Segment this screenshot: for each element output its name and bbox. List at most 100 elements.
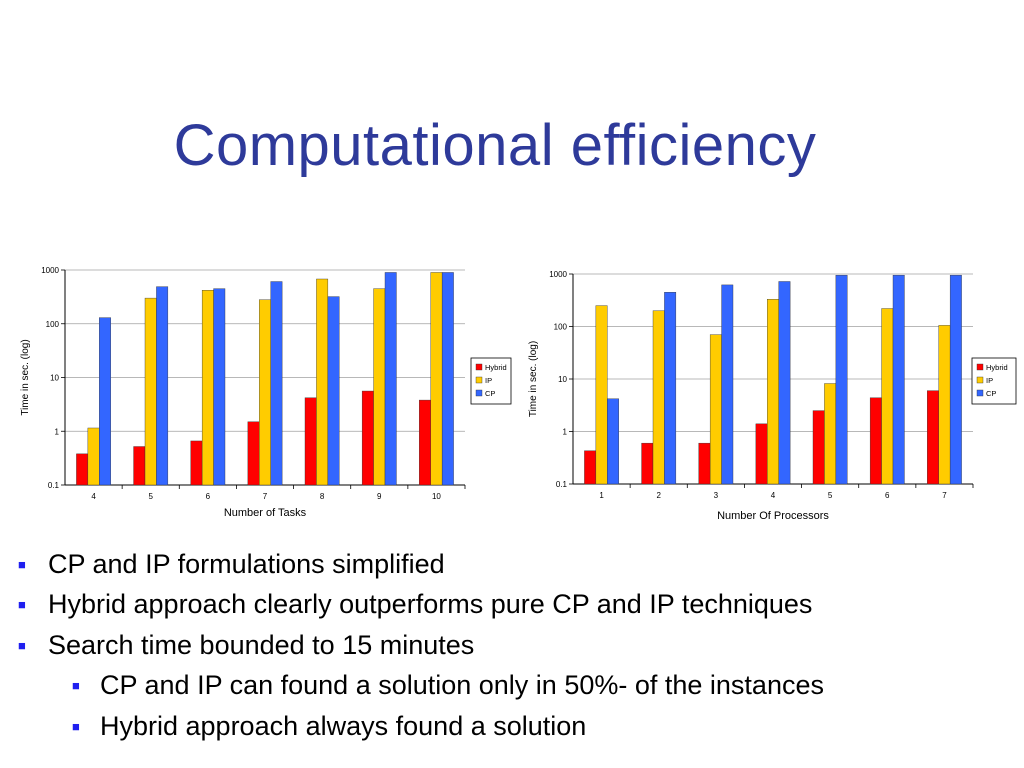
bullet-text: Hybrid approach clearly outperforms pure… bbox=[48, 589, 813, 620]
y-tick-label: 0.1 bbox=[556, 480, 568, 489]
chart-processors: 0.1 1 10 100 1000 1 2 3 4 5 6 7 Number Of Processors… bbox=[516, 262, 1022, 526]
bullet-list: ■ CP and IP formulations simplified ■ Hy… bbox=[18, 544, 1018, 747]
bar-hybrid bbox=[698, 442, 711, 485]
bar-cp bbox=[664, 292, 677, 485]
legend-label: IP bbox=[485, 376, 492, 385]
bar-cp bbox=[721, 284, 734, 485]
bullet-text: Hybrid approach always found a solution bbox=[100, 710, 587, 741]
legend-label: Hybrid bbox=[986, 363, 1008, 372]
x-tick-label: 5 bbox=[148, 492, 153, 501]
chart-tasks-svg: 0.1 1 10 100 1000 4 5 6 7 8 9 10 Number of Tasks Time… bbox=[20, 266, 512, 519]
x-tick-label: 9 bbox=[377, 492, 382, 501]
bar-hybrid bbox=[419, 399, 431, 486]
bar-ip bbox=[87, 427, 100, 486]
bar-hybrid bbox=[927, 390, 939, 485]
bullet-text: Search time bounded to 15 minutes bbox=[48, 629, 475, 660]
legend-swatch bbox=[976, 376, 984, 384]
legend-swatch bbox=[475, 376, 483, 384]
legend-swatch bbox=[475, 363, 483, 371]
bar-hybrid bbox=[133, 446, 146, 486]
bar-ip bbox=[595, 305, 608, 485]
slide-title: Computational efficiency bbox=[173, 113, 817, 178]
bar-hybrid bbox=[812, 410, 825, 485]
bullet-text: CP and IP can found a solution only in 5… bbox=[100, 670, 824, 701]
bar-ip bbox=[881, 308, 894, 485]
bar-cp bbox=[156, 286, 169, 486]
bullet-item: ■ Search time bounded to 15 minutes bbox=[18, 625, 1018, 666]
x-axis-label: Number of Tasks bbox=[224, 507, 307, 519]
bar-hybrid bbox=[361, 390, 374, 486]
sub-bullet-item: ■ Hybrid approach always found a solutio… bbox=[18, 706, 1018, 747]
bar-cp bbox=[607, 398, 619, 485]
bar-cp bbox=[835, 274, 848, 485]
x-axis-label: Number Of Processors bbox=[717, 510, 829, 522]
bar-hybrid bbox=[641, 442, 654, 485]
bar-cp bbox=[892, 274, 905, 485]
bar-ip bbox=[430, 272, 443, 486]
x-tick-label: 5 bbox=[828, 491, 833, 500]
x-tick-label: 7 bbox=[263, 492, 268, 501]
bar-ip bbox=[201, 290, 214, 486]
y-axis-label: Time in sec. (log) bbox=[528, 341, 539, 417]
chart-tasks: 0.1 1 10 100 1000 4 5 6 7 8 9 10 Number of Tasks Time… bbox=[8, 258, 512, 526]
legend-label: Hybrid bbox=[485, 363, 507, 372]
y-tick-label: 10 bbox=[558, 375, 567, 384]
x-tick-label: 7 bbox=[942, 491, 947, 500]
bar-cp bbox=[99, 317, 111, 486]
square-bullet-icon: ■ bbox=[18, 637, 26, 653]
bar-ip bbox=[652, 310, 665, 485]
y-tick-label: 1 bbox=[55, 427, 60, 436]
legend-label: IP bbox=[986, 376, 993, 385]
x-tick-label: 3 bbox=[714, 491, 719, 500]
x-tick-label: 6 bbox=[206, 492, 211, 501]
bullet-item: ■ CP and IP formulations simplified bbox=[18, 544, 1018, 585]
square-bullet-icon: ■ bbox=[72, 678, 80, 694]
x-tick-label: 4 bbox=[91, 492, 96, 501]
bar-cp bbox=[270, 281, 283, 486]
legend-swatch bbox=[976, 363, 984, 371]
bar-ip bbox=[373, 288, 386, 486]
x-tick-label: 1 bbox=[599, 491, 604, 500]
bar-hybrid bbox=[869, 397, 882, 485]
y-tick-label: 0.1 bbox=[48, 481, 60, 490]
y-axis-label: Time in sec. (log) bbox=[20, 339, 31, 415]
x-tick-label: 6 bbox=[885, 491, 890, 500]
y-tick-label: 100 bbox=[554, 323, 568, 332]
x-tick-label: 8 bbox=[320, 492, 325, 501]
y-tick-label: 100 bbox=[46, 320, 60, 329]
bar-hybrid bbox=[584, 450, 597, 485]
y-tick-label: 1000 bbox=[41, 266, 59, 275]
bar-cp bbox=[384, 272, 397, 486]
legend-label: CP bbox=[986, 389, 996, 398]
chart-processors-svg: 0.1 1 10 100 1000 1 2 3 4 5 6 7 Number Of Processors… bbox=[528, 270, 1017, 522]
y-tick-label: 1 bbox=[563, 428, 568, 437]
y-tick-label: 1000 bbox=[549, 270, 567, 279]
sub-bullet-item: ■ CP and IP can found a solution only in… bbox=[18, 666, 1018, 707]
bar-ip bbox=[938, 325, 951, 485]
bar-hybrid bbox=[755, 423, 768, 485]
bar-cp bbox=[778, 281, 791, 485]
bullet-item: ■ Hybrid approach clearly outperforms pu… bbox=[18, 585, 1018, 626]
bar-hybrid bbox=[247, 421, 260, 486]
bar-ip bbox=[144, 297, 157, 486]
square-bullet-icon: ■ bbox=[18, 556, 26, 572]
square-bullet-icon: ■ bbox=[72, 718, 80, 734]
bar-ip bbox=[709, 334, 722, 485]
square-bullet-icon: ■ bbox=[18, 597, 26, 613]
bar-cp bbox=[441, 272, 454, 486]
bar-ip bbox=[767, 299, 779, 485]
bar-ip bbox=[316, 278, 329, 486]
bar-cp bbox=[327, 296, 340, 486]
x-tick-label: 4 bbox=[771, 491, 776, 500]
legend-label: CP bbox=[485, 389, 495, 398]
bar-ip bbox=[824, 383, 837, 485]
x-tick-label: 10 bbox=[432, 492, 441, 501]
legend-swatch bbox=[475, 389, 483, 397]
bar-cp bbox=[213, 288, 226, 486]
legend-swatch bbox=[976, 389, 984, 397]
bar-hybrid bbox=[304, 397, 317, 486]
bar-cp bbox=[949, 274, 962, 485]
bar-ip bbox=[259, 299, 271, 486]
y-tick-label: 10 bbox=[50, 374, 59, 383]
bar-hybrid bbox=[76, 453, 89, 486]
